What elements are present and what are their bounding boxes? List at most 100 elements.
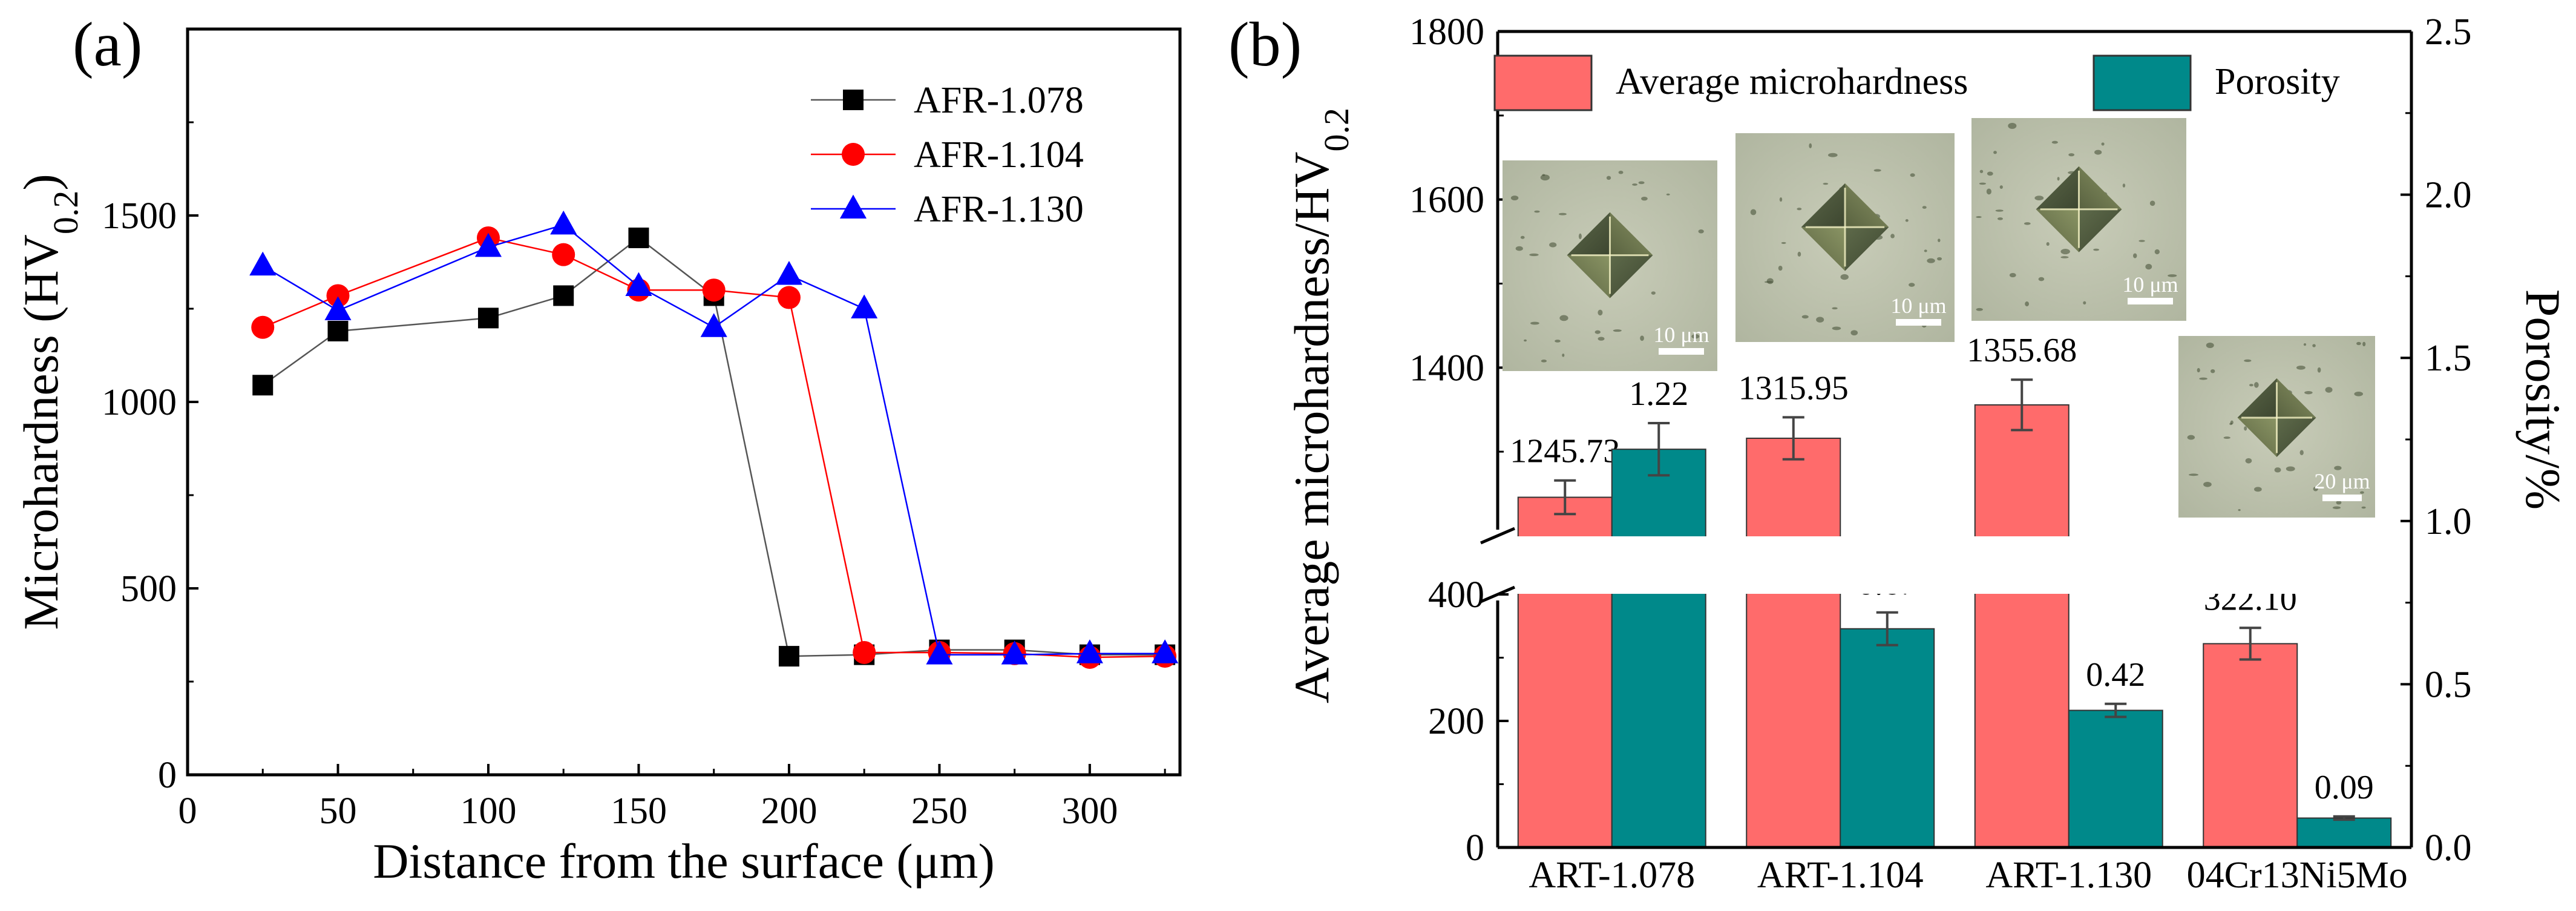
grain-speck	[1910, 173, 1915, 177]
indent-face	[1610, 212, 1653, 255]
y-tick-label-right: 1.0	[2425, 501, 2472, 542]
grain-speck	[1641, 196, 1648, 201]
axes-a: 0 50 100 150 200 250 300 0 500 1000 1500	[102, 121, 1166, 832]
grain-speck	[1922, 206, 1927, 209]
indent-face	[2276, 418, 2316, 457]
grain-speck	[1606, 176, 1611, 180]
data-point-AFR-1.078	[628, 227, 649, 248]
grain-speck	[1995, 209, 2004, 212]
scale-bar	[1659, 348, 1704, 355]
grain-speck	[1698, 229, 1704, 234]
grain-speck	[1979, 169, 1984, 173]
indent-face	[2237, 418, 2277, 457]
grain-speck	[2009, 272, 2016, 278]
grain-speck	[1549, 242, 1557, 248]
indent-face	[1845, 183, 1889, 228]
grain-speck	[1993, 151, 1997, 154]
grain-speck	[1613, 329, 1622, 332]
grain-speck	[2286, 466, 2295, 472]
scale-bar-label: 10 μm	[1653, 323, 1709, 347]
y-axis-title-right: Porosity/%	[2515, 289, 2571, 510]
x-tick-label: ART-1.130	[1985, 855, 2152, 896]
grain-speck	[2068, 153, 2075, 157]
grain-speck	[2060, 256, 2069, 258]
bar-porosity-04Cr13Ni5Mo	[2296, 817, 2392, 849]
y-tick-label-left: 1800	[1409, 12, 1484, 53]
x-tick-label: ART-1.104	[1757, 855, 1924, 896]
grain-speck	[1924, 249, 1927, 252]
indent-face	[1567, 212, 1610, 255]
grain-speck	[2223, 436, 2230, 439]
grain-speck	[1691, 334, 1700, 339]
grain-speck	[2168, 274, 2177, 277]
indent-face	[1610, 255, 1653, 298]
grain-speck	[1542, 174, 1545, 176]
grain-speck	[2336, 501, 2342, 505]
grain-speck	[2138, 240, 2145, 242]
x-tick-label: 0	[179, 791, 197, 832]
indent-face	[2276, 378, 2316, 418]
legend-label-porosity: Porosity	[2215, 61, 2340, 102]
grain-speck	[2083, 301, 2086, 305]
y-tick-label-left: 400	[1428, 574, 1484, 616]
grain-speck	[1666, 193, 1670, 196]
bars-group-b: 1245.731.22ART-1.0781315.950.67ART-1.104…	[1499, 332, 2410, 896]
y-tick-label-right: 2.5	[2425, 12, 2472, 53]
grain-speck	[1555, 340, 1561, 343]
grain-speck	[1976, 308, 1983, 311]
grain-speck	[2360, 491, 2364, 494]
y-tick-label-left: 200	[1428, 701, 1484, 742]
grain-speck	[2122, 183, 2126, 188]
data-point-AFR-1.130	[926, 640, 953, 665]
grain-speck	[1520, 235, 1525, 239]
y-tick-label: 1500	[102, 196, 177, 237]
grain-speck	[1540, 174, 1550, 181]
panel-a-line-chart: (a) 0 50 100 150 200 250 300 0 500 1000 1500 AFR-1…	[13, 10, 1182, 889]
grain-speck	[2303, 343, 2307, 346]
grain-speck	[2325, 387, 2333, 393]
grain-speck	[2093, 248, 2100, 251]
grain-speck	[2244, 426, 2247, 431]
grain-speck	[1986, 188, 1991, 195]
indent-face	[2036, 166, 2079, 209]
grain-speck	[1778, 265, 1783, 271]
data-point-AFR-1.130	[700, 313, 727, 337]
grain-speck	[2312, 344, 2316, 347]
grain-speck	[2197, 368, 2200, 373]
grain-speck	[2046, 242, 2050, 246]
grain-speck	[1578, 233, 1582, 240]
legend-label-hardness: Average microhardness	[1616, 61, 1968, 102]
data-point-AFR-1.104	[853, 640, 876, 664]
scale-bar	[1896, 319, 1941, 326]
grain-speck	[2211, 369, 2215, 373]
grain-speck	[1937, 257, 1942, 261]
grain-speck	[1618, 171, 1624, 174]
data-point-AFR-1.130	[851, 294, 878, 318]
legend-label: AFR-1.078	[914, 80, 1084, 121]
bar-hardness-04Cr13Ni5Mo	[2203, 643, 2298, 849]
scale-bar-label: 20 μm	[2314, 469, 2370, 493]
x-tick-label: 300	[1061, 791, 1118, 832]
grain-speck	[1987, 171, 1993, 176]
series-group-a	[249, 210, 1179, 669]
y-tick-label: 1000	[102, 382, 177, 423]
data-point-AFR-1.078	[553, 285, 574, 306]
scale-bar	[2128, 298, 2173, 304]
grain-speck	[1529, 253, 1539, 257]
grain-speck	[2254, 487, 2262, 492]
data-point-AFR-1.130	[1076, 639, 1103, 663]
grain-speck	[1809, 143, 1812, 148]
data-point-AFR-1.078	[327, 320, 349, 341]
grain-speck	[2229, 423, 2233, 426]
y-tick-label-right: 0.5	[2425, 664, 2472, 705]
micrograph-inset-ART-1.104: 10 μm	[1735, 133, 1955, 342]
grain-speck	[1638, 181, 1645, 185]
panel-b-label: (b)	[1228, 10, 1302, 79]
grain-speck	[1801, 315, 1809, 319]
grain-speck	[2334, 465, 2342, 470]
data-label-porosity: 0.42	[2086, 656, 2145, 694]
indent-face	[1801, 227, 1845, 271]
indent-face	[1567, 255, 1610, 298]
grain-speck	[1781, 242, 1786, 244]
